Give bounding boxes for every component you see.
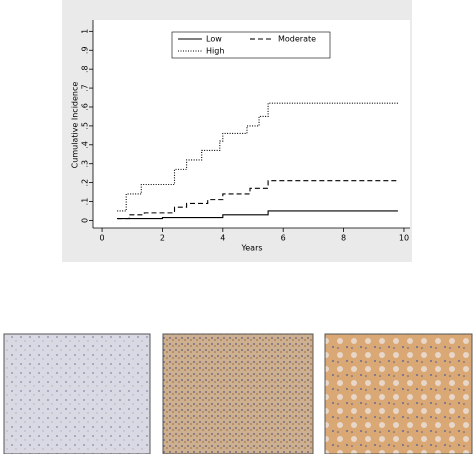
series-line: [117, 180, 398, 220]
series-line: [117, 210, 398, 220]
x-tick-label: 8: [341, 234, 346, 243]
x-tick-label: 4: [220, 234, 225, 243]
y-tick-label: .8: [81, 65, 90, 73]
micrograph-high: [324, 333, 473, 455]
micrograph-low: [3, 333, 151, 455]
y-tick-label: .2: [81, 179, 90, 187]
legend: Low Moderate High: [171, 31, 331, 59]
y-tick-label: .4: [81, 141, 90, 149]
y-tick-label: .7: [80, 84, 89, 92]
y-tick-label: 1: [81, 29, 90, 34]
x-tick-label: 2: [160, 234, 165, 243]
y-tick-label: .9: [81, 46, 90, 54]
y-tick-label: .6: [81, 103, 90, 111]
y-tick-label: .1: [81, 198, 90, 206]
legend-label: Low: [206, 35, 222, 44]
y-tick-label: .3: [81, 160, 90, 168]
y-tick-label: 0: [81, 218, 90, 223]
legend-box: [171, 31, 331, 59]
x-tick-label: 10: [399, 234, 409, 243]
x-tick-label: 0: [100, 234, 105, 243]
x-tick-label: 6: [281, 234, 286, 243]
series-line: [117, 102, 398, 212]
x-axis-label: Years: [240, 244, 262, 253]
legend-label: High: [206, 47, 224, 56]
y-tick-label: .5: [81, 122, 90, 130]
y-axis-label: Cumulative Incidence: [71, 82, 80, 169]
micrograph-moderate: [162, 333, 314, 455]
legend-label: Moderate: [278, 35, 316, 44]
